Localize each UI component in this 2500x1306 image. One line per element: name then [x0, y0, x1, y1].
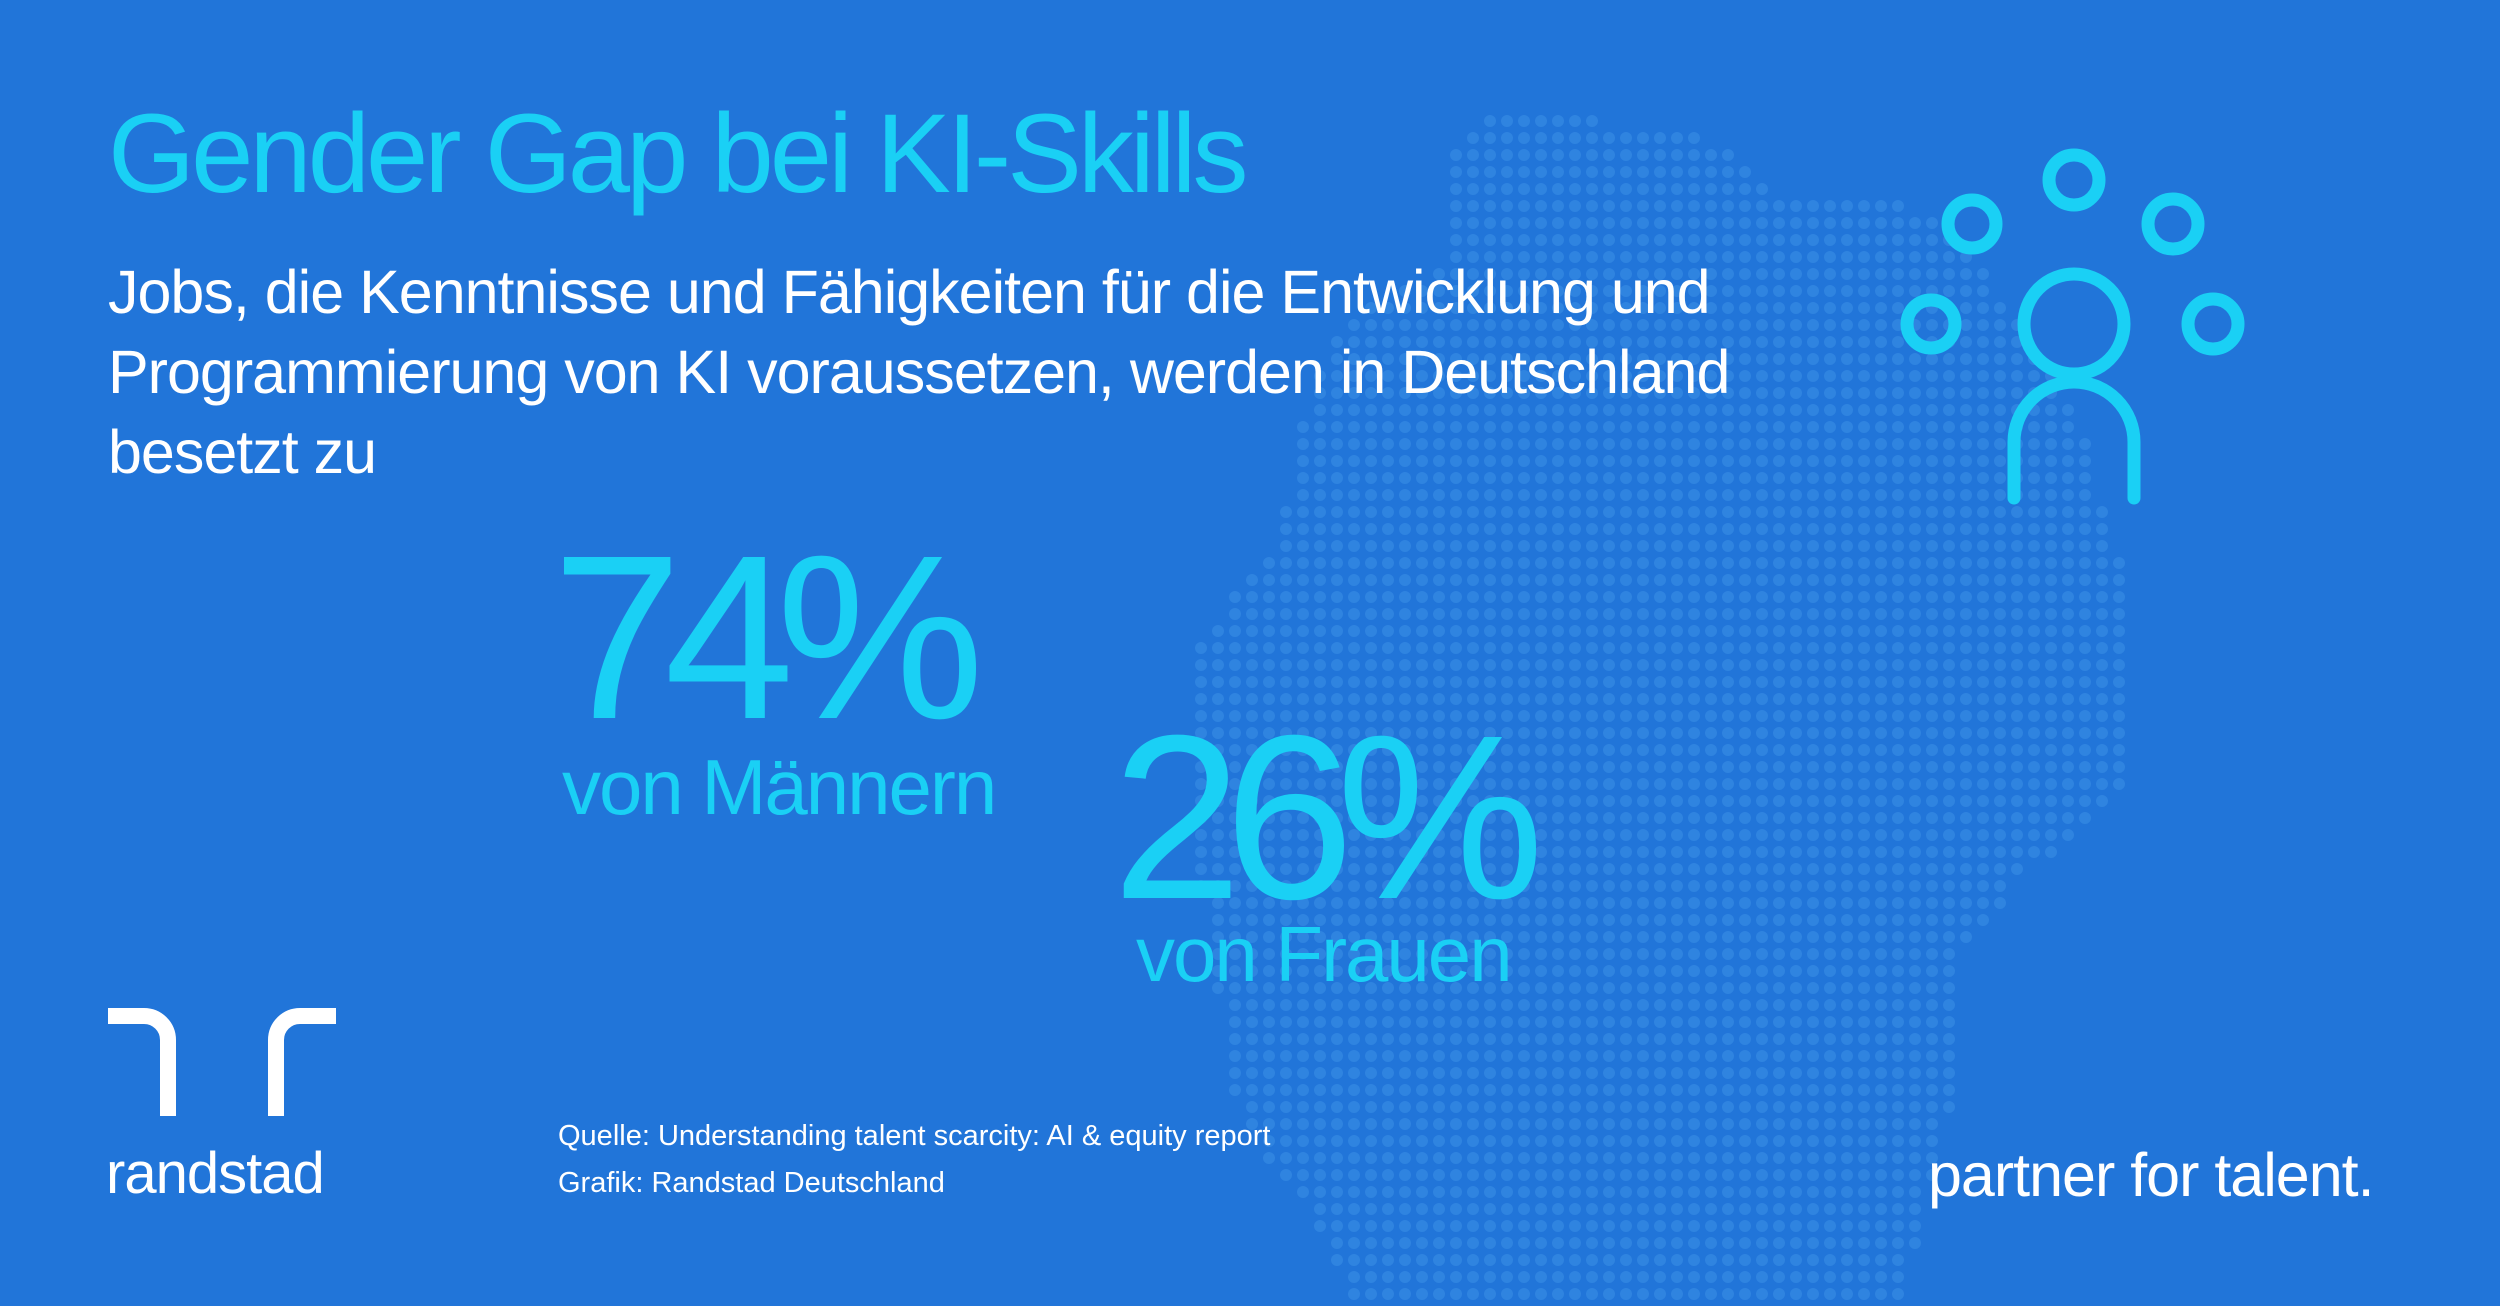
source-quelle: Quelle: Understanding talent scarcity: A…: [558, 1120, 1271, 1152]
people-network-icon: [1900, 148, 2245, 505]
page-title: Gender Gap bei KI-Skills: [108, 91, 1249, 216]
stat-men-value: 74%: [552, 506, 984, 768]
brand-tagline: partner for talent.: [1928, 1141, 2375, 1209]
brand-wordmark: randstad: [106, 1141, 325, 1206]
subtitle: Jobs, die Kenntnisse und Fähigkeiten für…: [108, 258, 1730, 486]
source-grafik: Grafik: Randstad Deutschland: [558, 1167, 945, 1199]
stat-women-value: 26%: [1112, 686, 1544, 948]
randstad-logo-icon: [108, 1008, 336, 1116]
stat-women-label: von Frauen: [1136, 910, 1513, 998]
stat-men-label: von Männern: [562, 743, 997, 831]
